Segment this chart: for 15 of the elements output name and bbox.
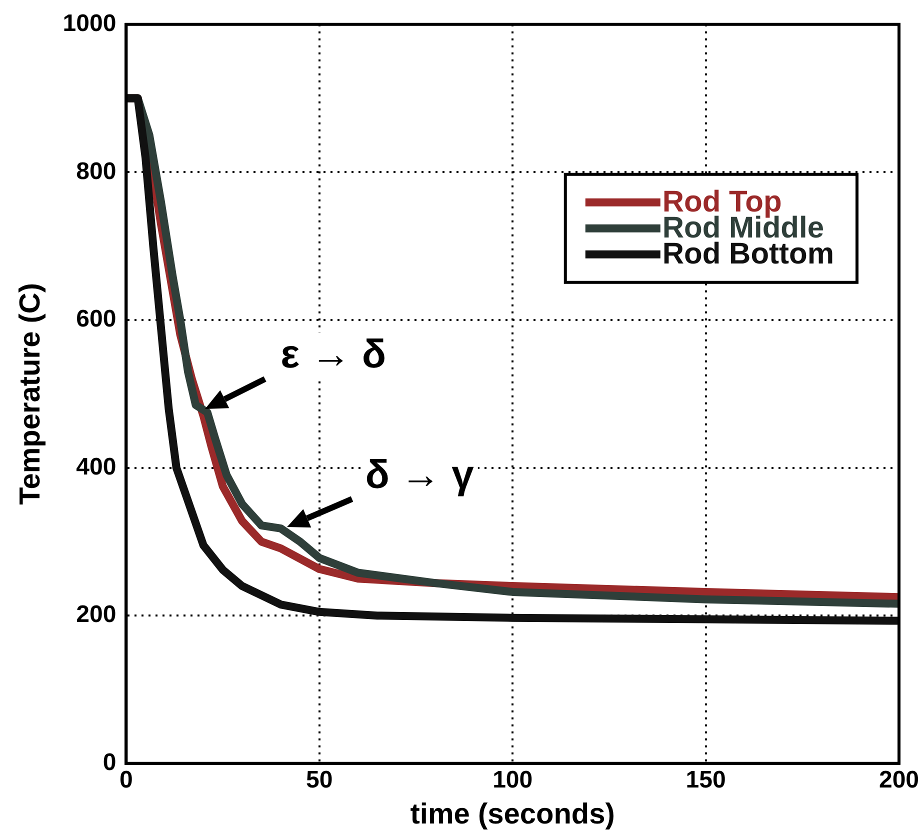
x-tick-label: 100 <box>492 766 533 794</box>
legend-label: Rod Bottom <box>662 238 834 271</box>
y-tick-label: 400 <box>76 453 116 480</box>
x-tick-label: 150 <box>686 766 726 794</box>
x-axis-title: time (seconds) <box>410 798 615 831</box>
y-axis-title: Temperature (C) <box>14 282 46 505</box>
x-tick-label: 50 <box>306 766 333 794</box>
y-tick-label: 200 <box>76 601 116 628</box>
y-tick-label: 800 <box>76 158 116 185</box>
y-tick-label: 0 <box>102 749 116 776</box>
annotation: δ → γ <box>365 452 475 497</box>
x-tick-label: 200 <box>878 766 920 794</box>
y-tick-label: 600 <box>76 306 116 333</box>
annotation: ε → δ <box>280 332 386 377</box>
y-tick-label: 1000 <box>62 10 116 38</box>
